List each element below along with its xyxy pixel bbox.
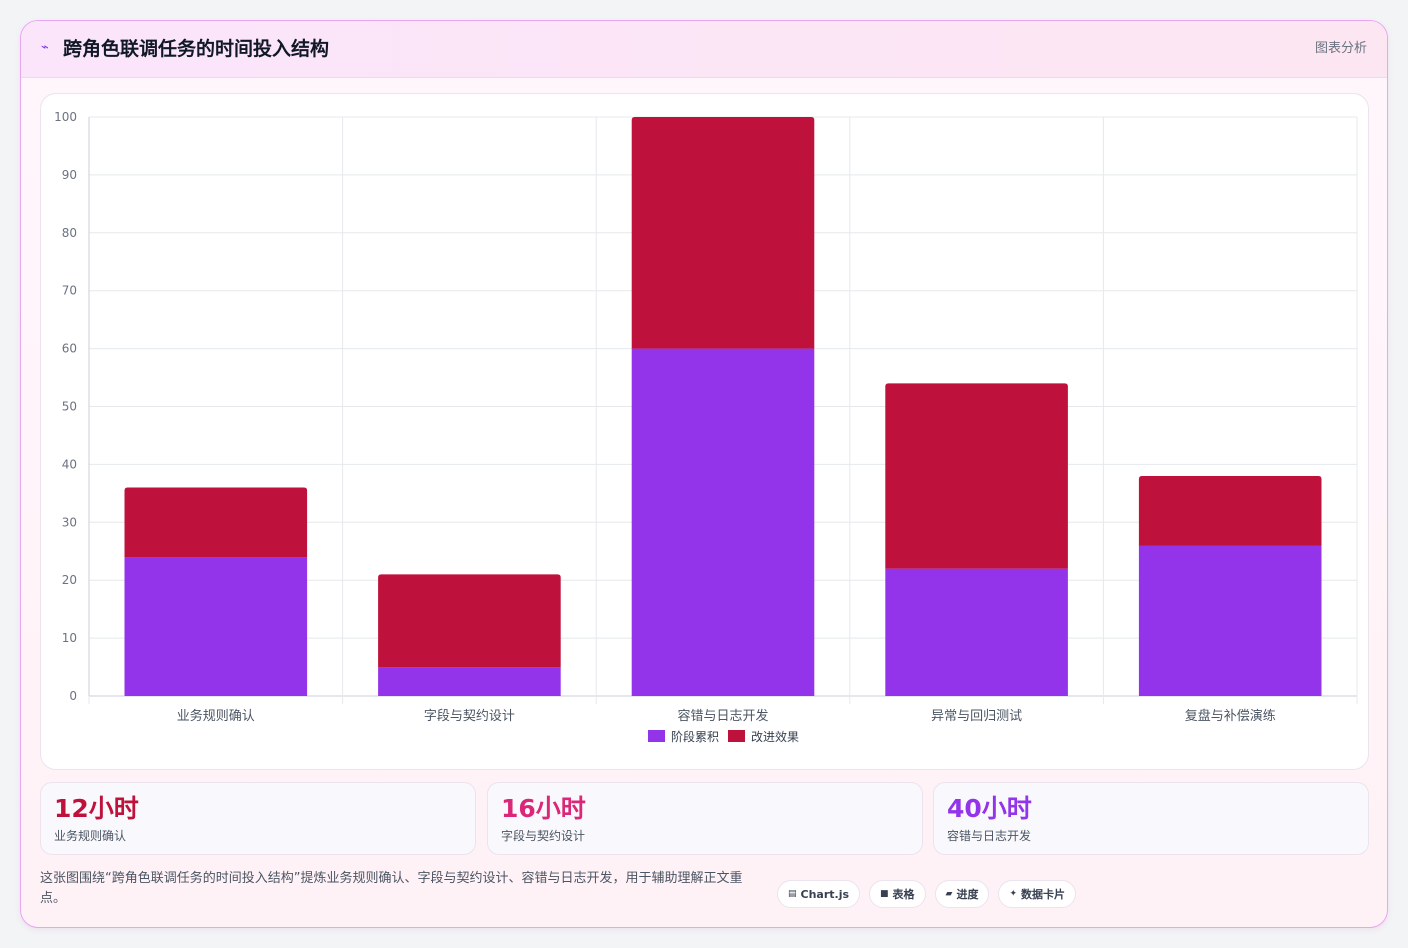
x-tick-label: 容错与日志开发 [677, 708, 768, 724]
stat-value: 12小时 [54, 794, 139, 823]
stat-card-3: 40小时 容错与日志开发 [933, 782, 1369, 855]
stat-card-1: 12小时 业务规则确认 [40, 782, 476, 855]
y-tick-label: 60 [62, 342, 77, 356]
tag-table[interactable]: ■ 表格 [869, 880, 926, 908]
chart-panel: 0 10 20 30 40 50 60 70 80 90 100 业务规则确认 字段与契约设计 容错与日志… [40, 93, 1369, 770]
y-tick-label: 0 [69, 689, 77, 703]
bar-segment [378, 574, 561, 668]
x-tick-label: 业务规则确认 [177, 708, 255, 724]
y-tick-label: 90 [62, 168, 77, 182]
chart-card: ⌁ 跨角色联调任务的时间投入结构 图表分析 0 10 20 30 40 50 60 70 80 9… [20, 20, 1388, 928]
y-tick-label: 30 [62, 515, 77, 529]
y-tick-label: 40 [62, 457, 77, 471]
stat-label: 容错与日志开发 [947, 829, 1032, 843]
bar-segment [1138, 545, 1322, 696]
y-tick-label: 10 [62, 631, 77, 645]
sparkle-icon: ✦ [1009, 889, 1018, 899]
y-tick-label: 70 [62, 284, 77, 298]
x-tick-label: 异常与回归测试 [931, 709, 1022, 724]
tag-progress[interactable]: ▰ 进度 [934, 880, 990, 908]
y-tick-label: 100 [54, 110, 77, 124]
tag-label: 数据卡片 [1021, 888, 1066, 901]
y-tick-label: 80 [62, 226, 77, 240]
tag-label: 表格 [892, 888, 915, 901]
bar-segment [631, 117, 815, 349]
chart-description: 这张图围绕“跨角色联调任务的时间投入结构”提炼业务规则确认、字段与契约设计、容错… [40, 871, 743, 906]
legend-label: 阶段累积 [671, 729, 719, 744]
tag-label: Chart.js [800, 887, 850, 901]
chart-analysis-label: 图表分析 [1314, 41, 1367, 56]
tag-list: ▤ Chart.js ■ 表格 ▰ 进度 ✦ 数据卡片 [777, 880, 1077, 908]
trend-icon: ⌁ [41, 40, 49, 55]
progress-icon: ▰ [945, 889, 953, 899]
bar-segment [378, 667, 561, 696]
bar-segment [124, 557, 308, 696]
y-tick-label: 20 [62, 573, 77, 587]
stat-card-2: 16小时 字段与契约设计 [487, 782, 923, 855]
y-tick-label: 50 [62, 400, 77, 414]
chart-icon: ▤ [788, 889, 797, 899]
x-tick-label: 复盘与补偿演练 [1185, 708, 1276, 724]
bar-segment [631, 348, 815, 696]
stacked-bar-chart: 0 10 20 30 40 50 60 70 80 90 100 业务规则确认 字段与契约设计 容错与日志… [54, 110, 1358, 744]
table-icon: ■ [880, 889, 889, 899]
legend-label: 改进效果 [751, 729, 799, 744]
bar-segment [1138, 475, 1322, 546]
stat-label: 字段与契约设计 [501, 829, 586, 843]
page-title: 跨角色联调任务的时间投入结构 [63, 38, 330, 60]
stat-value: 16小时 [501, 794, 586, 823]
bar-segment [885, 568, 1068, 696]
stat-value: 40小时 [947, 794, 1032, 823]
x-tick-label: 字段与契约设计 [424, 709, 515, 724]
legend-swatch [648, 730, 665, 742]
tag-label: 进度 [956, 888, 979, 901]
legend-swatch [728, 730, 745, 742]
tag-data-card[interactable]: ✦ 数据卡片 [998, 880, 1077, 908]
bar-segment [124, 487, 308, 558]
card-header: ⌁ 跨角色联调任务的时间投入结构 图表分析 [21, 21, 1387, 78]
bar-segment [885, 383, 1068, 569]
stat-label: 业务规则确认 [54, 829, 127, 843]
tag-chartjs[interactable]: ▤ Chart.js [777, 880, 861, 908]
